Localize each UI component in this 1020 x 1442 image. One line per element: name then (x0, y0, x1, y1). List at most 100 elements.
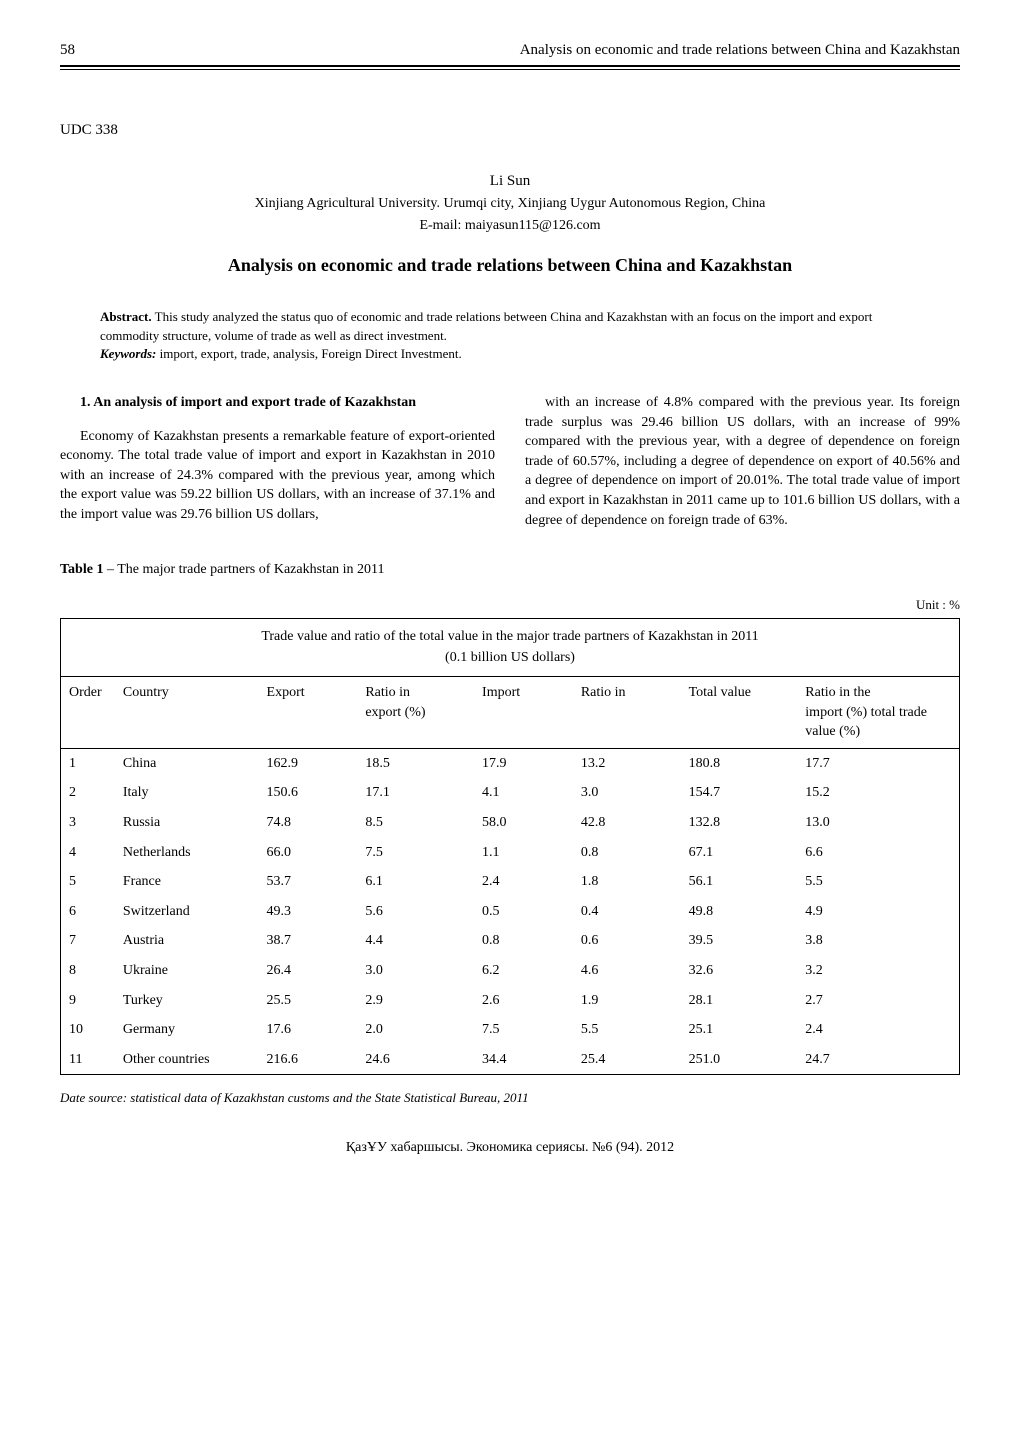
table-cell: 13.0 (797, 808, 959, 838)
table-cell: 7.5 (357, 838, 474, 868)
table-cell: 74.8 (259, 808, 358, 838)
table-caption: Table 1 – The major trade partners of Ka… (60, 560, 960, 580)
table-cell: 6.2 (474, 956, 573, 986)
col-order: Order (61, 677, 115, 748)
page-number: 58 (60, 40, 75, 61)
table-cell: 11 (61, 1045, 115, 1075)
table-cell: Netherlands (115, 838, 259, 868)
table-cell: 2.9 (357, 986, 474, 1016)
table-cell: 1.8 (573, 867, 681, 897)
table-cell: 18.5 (357, 748, 474, 778)
table-cell: 3 (61, 808, 115, 838)
table-cell: 2.4 (474, 867, 573, 897)
col-total: Total value (681, 677, 798, 748)
table-cell: 3.2 (797, 956, 959, 986)
table-cell: 3.8 (797, 926, 959, 956)
table-cell: 6 (61, 897, 115, 927)
table-cell: 8 (61, 956, 115, 986)
table-row: 4Netherlands66.07.51.10.867.16.6 (61, 838, 959, 868)
table-cell: 2.4 (797, 1015, 959, 1045)
table-cell: 2 (61, 778, 115, 808)
table-cell: Switzerland (115, 897, 259, 927)
abstract-line: Abstract. This study analyzed the status… (100, 308, 920, 344)
table-cell: 10 (61, 1015, 115, 1045)
table-cell: 25.1 (681, 1015, 798, 1045)
table-row: 7Austria38.74.40.80.639.53.8 (61, 926, 959, 956)
col-ratio-import: Ratio in (573, 677, 681, 748)
table-cell: 0.4 (573, 897, 681, 927)
table-cell: 49.3 (259, 897, 358, 927)
table-cell: 1.1 (474, 838, 573, 868)
table-caption-label: Table 1 (60, 562, 103, 577)
table-row: 3Russia74.88.558.042.8132.813.0 (61, 808, 959, 838)
table-cell: 2.0 (357, 1015, 474, 1045)
table-cell: 0.5 (474, 897, 573, 927)
table-cell: 150.6 (259, 778, 358, 808)
table-cell: 0.8 (474, 926, 573, 956)
table-cell: 49.8 (681, 897, 798, 927)
table-row: 9Turkey25.52.92.61.928.12.7 (61, 986, 959, 1016)
table-cell: 4.1 (474, 778, 573, 808)
table-cell: 17.9 (474, 748, 573, 778)
table-row: 8Ukraine26.43.06.24.632.63.2 (61, 956, 959, 986)
table-cell: 180.8 (681, 748, 798, 778)
table-cell: 39.5 (681, 926, 798, 956)
table-cell: 3.0 (357, 956, 474, 986)
keywords-text: import, export, trade, analysis, Foreign… (156, 346, 461, 361)
body-paragraph-left: Economy of Kazakhstan presents a remarka… (60, 427, 495, 525)
table-cell: 58.0 (474, 808, 573, 838)
table-cell: Ukraine (115, 956, 259, 986)
table-cell: 1 (61, 748, 115, 778)
abstract-label: Abstract. (100, 309, 152, 324)
table-cell: 251.0 (681, 1045, 798, 1075)
table-cell: 6.6 (797, 838, 959, 868)
section-heading: 1. An analysis of import and export trad… (60, 393, 495, 413)
author-email: E-mail: maiyasun115@126.com (60, 216, 960, 236)
table-cell: 32.6 (681, 956, 798, 986)
table-row: 11Other countries216.624.634.425.4251.02… (61, 1045, 959, 1075)
table-cell: 7.5 (474, 1015, 573, 1045)
table-cell: 38.7 (259, 926, 358, 956)
table-cell: 28.1 (681, 986, 798, 1016)
two-column-body: 1. An analysis of import and export trad… (60, 393, 960, 530)
abstract-block: Abstract. This study analyzed the status… (60, 308, 960, 363)
table-cell: 162.9 (259, 748, 358, 778)
keywords-label: Keywords: (100, 346, 156, 361)
col-import: Import (474, 677, 573, 748)
table-cell: 42.8 (573, 808, 681, 838)
col-country: Country (115, 677, 259, 748)
table-cell: 66.0 (259, 838, 358, 868)
keywords-line: Keywords: import, export, trade, analysi… (100, 345, 920, 363)
table-cell: 132.8 (681, 808, 798, 838)
table-footnote: Date source: statistical data of Kazakhs… (60, 1089, 960, 1107)
data-table: Order Country Export Ratio in export (%)… (61, 677, 959, 1074)
table-unit: Unit : % (60, 596, 960, 614)
table-cell: 26.4 (259, 956, 358, 986)
table-row: 1China162.918.517.913.2180.817.7 (61, 748, 959, 778)
header-underline (60, 69, 960, 70)
col-export: Export (259, 677, 358, 748)
table-cell: 5 (61, 867, 115, 897)
table-cell: Turkey (115, 986, 259, 1016)
table-row: 10Germany17.62.07.55.525.12.4 (61, 1015, 959, 1045)
table-body: 1China162.918.517.913.2180.817.72Italy15… (61, 748, 959, 1074)
table-cell: Russia (115, 808, 259, 838)
table-cell: 4.9 (797, 897, 959, 927)
table-cell: 5.5 (573, 1015, 681, 1045)
table-cell: Other countries (115, 1045, 259, 1075)
table-cell: 2.7 (797, 986, 959, 1016)
table-cell: 25.4 (573, 1045, 681, 1075)
table-cell: 5.5 (797, 867, 959, 897)
table-cell: 24.6 (357, 1045, 474, 1075)
table-cell: 17.6 (259, 1015, 358, 1045)
table-header-row: Order Country Export Ratio in export (%)… (61, 677, 959, 748)
table-cell: 67.1 (681, 838, 798, 868)
table-cell: 2.6 (474, 986, 573, 1016)
table-cell: 4.4 (357, 926, 474, 956)
table-cell: France (115, 867, 259, 897)
table-cell: 4.6 (573, 956, 681, 986)
table-cell: 6.1 (357, 867, 474, 897)
table-cell: 24.7 (797, 1045, 959, 1075)
table-caption-text: – The major trade partners of Kazakhstan… (103, 562, 384, 577)
running-title: Analysis on economic and trade relations… (520, 40, 960, 61)
